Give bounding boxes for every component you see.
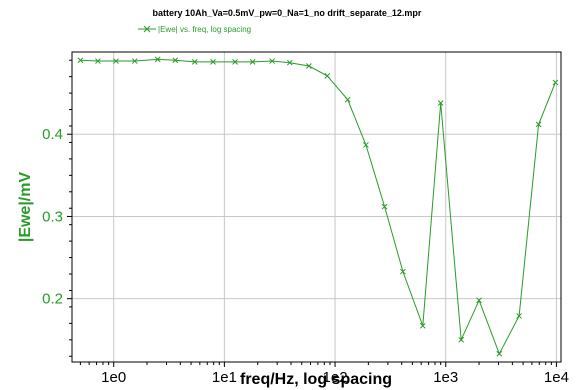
grid [72,52,561,362]
x-tick-label: 1e3 [433,369,458,386]
data-point [344,96,351,103]
data-point [476,297,482,304]
y-axis-label: |Ewe|/mV [17,172,34,243]
plot-area [71,51,562,363]
x-tick-label: 1e2 [323,369,348,386]
data-point [419,322,426,329]
data-point [400,268,406,275]
data-point [210,59,216,65]
series-markers [77,56,559,357]
data-point [154,56,161,63]
x-tick-label: 1e1 [212,369,237,386]
data-point [191,59,198,65]
data-point [172,57,179,64]
legend-marker [143,25,151,33]
series-line [80,58,556,356]
data-point [286,59,293,66]
data-point [77,57,84,64]
data-point [552,79,559,86]
data-point [381,203,388,210]
y-axis-ticks: 0.2 0.3 0.4 [42,59,72,357]
data-point [131,58,138,64]
y-tick-label: 0.4 [42,126,63,143]
x-axis-ticks: 1e0 1e1 1e2 1e3 1e4 [79,362,569,386]
data-point [113,58,119,64]
x-axis-label: freq/Hz, log spacing [240,371,392,388]
data-point [232,59,238,65]
data-point [535,121,542,128]
data-point [516,313,522,319]
y-tick-label: 0.3 [42,208,63,225]
data-point [437,100,444,106]
data-point [458,336,465,343]
x-tick-label: 1e0 [101,369,126,386]
y-tick-label: 0.2 [42,291,63,308]
legend: |Ewe| vs. freq, log spacing [138,25,251,34]
data-point [496,350,503,357]
data-point [324,72,331,79]
data-point [363,142,369,148]
data-point [306,63,312,69]
data-point [269,58,275,64]
data-point [95,58,101,64]
data-point [249,59,256,65]
legend-label: |Ewe| vs. freq, log spacing [158,25,251,34]
x-tick-label: 1e4 [544,369,569,386]
chart-title: battery 10Ah_Va=0.5mV_pw=0_Na=1_no drift… [153,8,422,18]
